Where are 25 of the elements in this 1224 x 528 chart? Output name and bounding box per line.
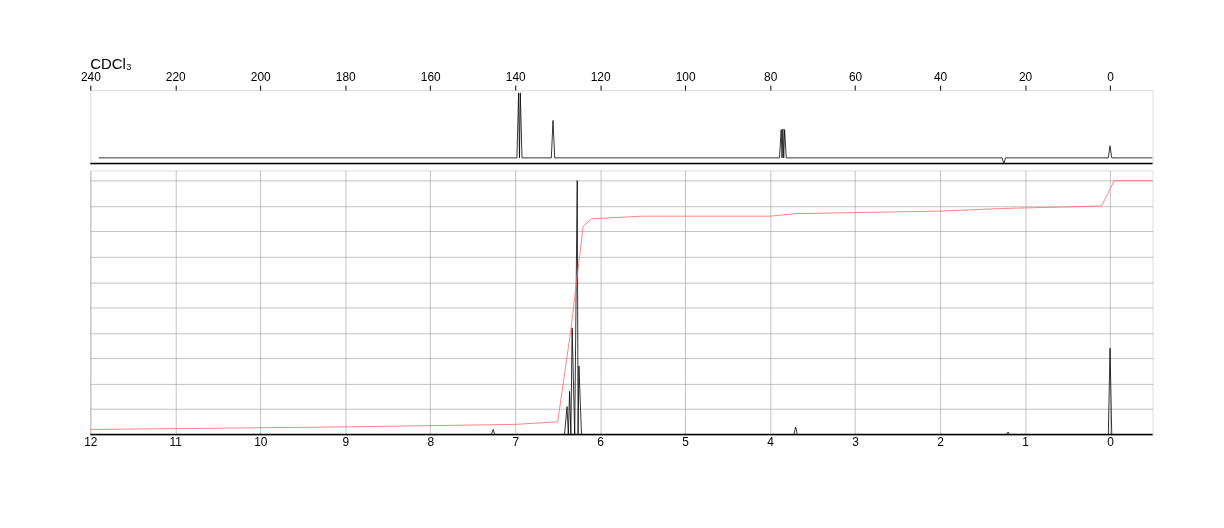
x-tick-label: 160 (420, 69, 442, 84)
x-tick-label: 40 (933, 69, 948, 84)
x-tick-label: 200 (250, 69, 272, 84)
x-tick-label: 120 (590, 69, 611, 84)
x-tick-label: 11 (169, 434, 183, 449)
x-tick-label: 140 (505, 69, 527, 84)
x-tick-label: 9 (342, 434, 350, 449)
x-tick-label: 6 (597, 434, 605, 449)
x-tick-label: 0 (1107, 69, 1115, 84)
x-tick-label: 80 (764, 69, 778, 84)
x-tick-label: 220 (165, 69, 187, 84)
x-tick-label: 5 (682, 434, 690, 449)
x-tick-label: 10 (254, 434, 268, 449)
x-tick-label: 12 (84, 434, 98, 449)
x-tick-label: 60 (848, 69, 863, 84)
x-tick-label: 7 (512, 434, 520, 449)
x-tick-label: 4 (767, 434, 775, 449)
x-tick-label: 20 (1018, 69, 1033, 84)
x-tick-label: 0 (1107, 434, 1115, 449)
x-tick-label: 2 (937, 434, 945, 449)
x-tick-label: 100 (675, 69, 696, 84)
x-tick-label: 180 (335, 69, 357, 84)
x-tick-label: 3 (852, 434, 860, 449)
x-tick-label: 8 (427, 434, 435, 449)
x-tick-label: 1 (1022, 434, 1030, 449)
